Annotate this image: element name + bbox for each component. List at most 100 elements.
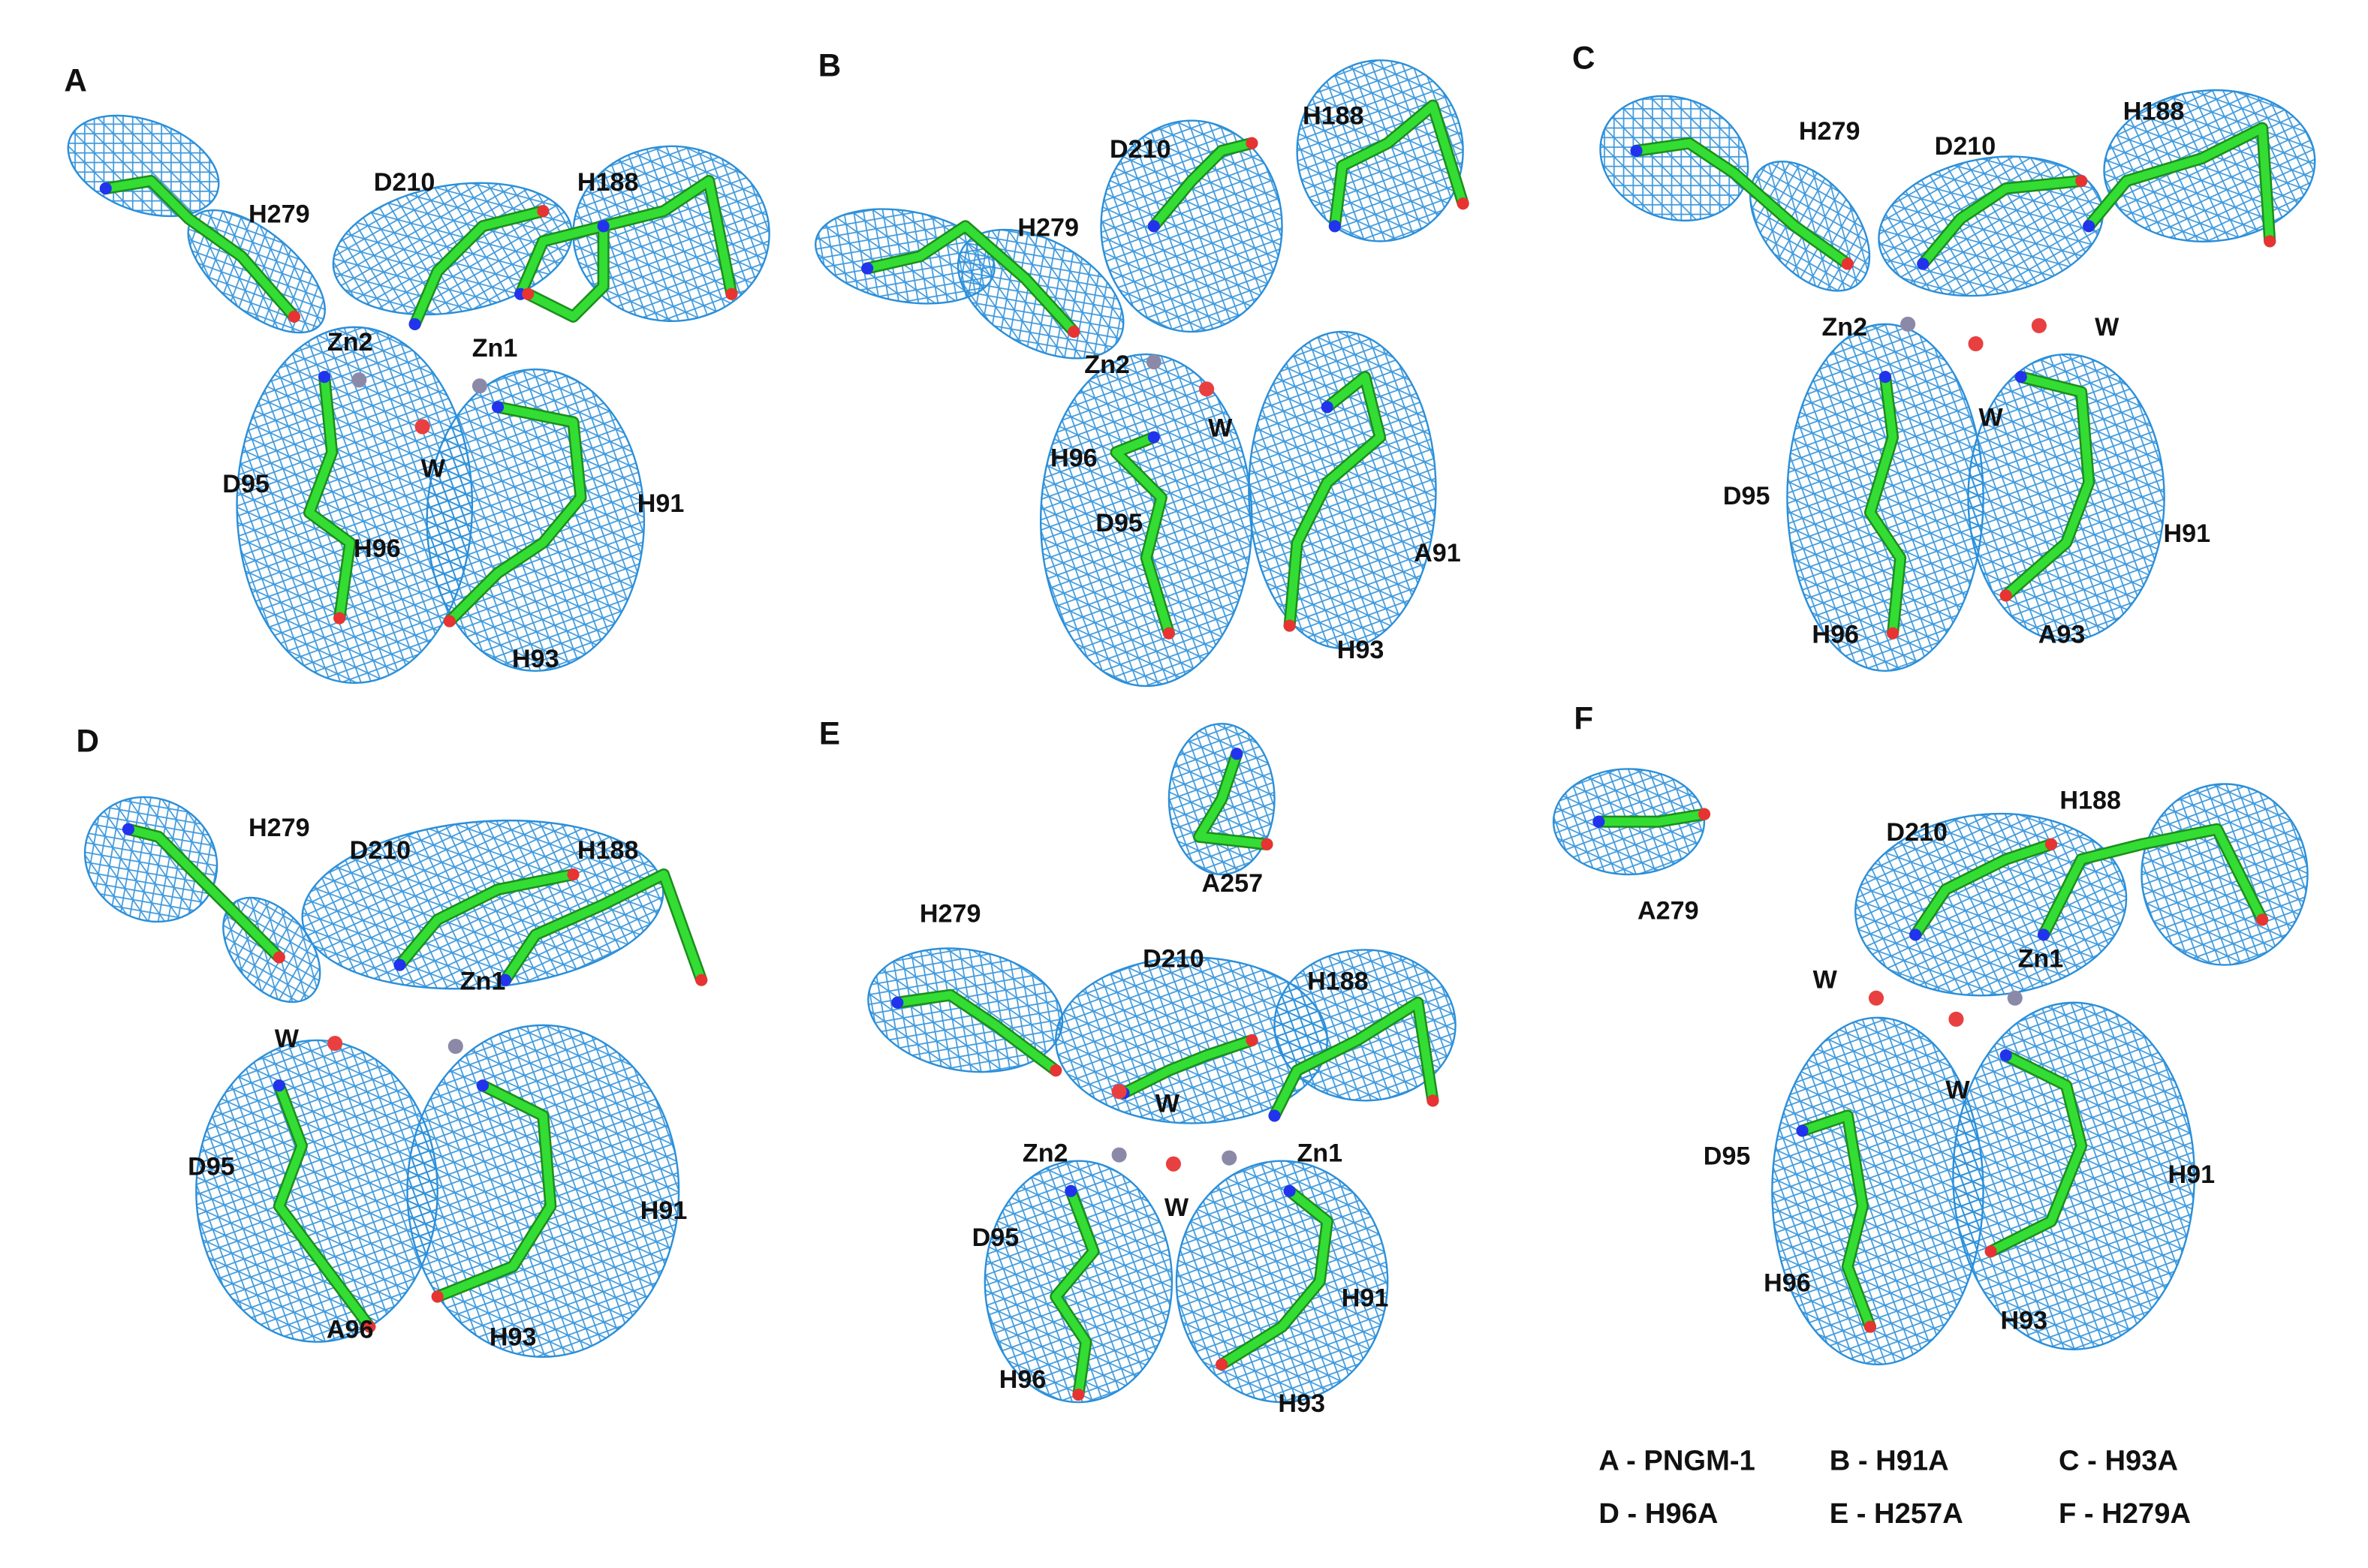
residue-label: A96 [327,1316,374,1344]
residue-label: D95 [1095,509,1143,537]
density-mesh [1039,353,1253,688]
density-mesh [984,1160,1173,1404]
stick [395,870,578,970]
residue-label: H96 [999,1365,1047,1394]
residue-label: H96 [1050,444,1098,473]
oxygen [1072,1388,1085,1401]
oxygen [695,974,708,986]
panel-letter: F [1574,700,1593,736]
stick [1270,998,1437,1120]
residue-label: A91 [1414,539,1461,567]
density-mesh [195,1039,438,1343]
oxygen [288,310,300,323]
oxygen [1162,627,1175,640]
labels: A H279 D210 H188 Zn2 Zn1 W D95 H96 H91 H93 B H188 D21… [64,40,2215,1529]
water [1948,1011,1964,1027]
stick [1112,432,1173,638]
stick [1149,139,1256,230]
stick [1217,1187,1332,1369]
zinc-ion [471,378,488,394]
nitrogen [1283,1184,1296,1197]
nitrogen [393,959,406,971]
stick [445,402,586,626]
oxygen [1698,808,1711,820]
residue-label: Zn1 [472,334,518,363]
residue-label: D95 [222,470,270,498]
residue-label: A257 [1201,869,1263,898]
residue-label: H96 [354,534,401,563]
residue-label: Zn1 [2018,945,2064,974]
legend-entry: F - H279A [2059,1497,2191,1530]
nitrogen [2037,928,2050,941]
nitrogen [1268,1109,1281,1122]
stick [1285,372,1384,631]
residue-label: H96 [1764,1269,1811,1297]
residue-label: W [1208,414,1233,442]
water [327,1035,343,1052]
residue-label: Zn2 [1084,351,1130,379]
nitrogen [1630,144,1643,157]
density-mesh [1771,1016,1984,1366]
nitrogen [1147,220,1160,233]
legend-entry: C - H93A [2059,1444,2178,1476]
residue-label: H279 [249,200,310,228]
stick [516,221,608,321]
oxygen [567,868,580,881]
nitrogen [492,401,505,414]
oxygen [363,1320,376,1333]
density-mesh [406,1024,680,1358]
nitrogen [318,371,331,384]
stick [1632,139,1852,269]
oxygen [725,287,738,300]
residue-label: H93 [1337,636,1384,664]
density-mesh [1854,812,2128,997]
residue-label: D210 [1935,132,1996,161]
nitrogen [273,1079,285,1092]
water [1111,1084,1127,1100]
residue-label: D95 [1723,482,1770,510]
residue-label: W [1155,1089,1180,1118]
residue-label: D95 [972,1223,1020,1252]
residue-label: H91 [1342,1284,1389,1312]
stick [1051,1187,1098,1399]
nitrogen [1796,1124,1809,1137]
residue-label: W [1979,403,2004,432]
density-mesh [1100,119,1283,333]
water [1968,336,1984,352]
nitrogen [861,262,874,275]
stick [305,372,354,623]
oxygen [1841,257,1854,270]
legend-entry: B - H91A [1830,1444,1949,1476]
nitrogen [99,182,112,195]
residue-label: H93 [1278,1389,1325,1418]
residue-label: D210 [1886,818,1948,847]
residue-label: Zn1 [460,968,506,996]
water [414,419,430,435]
nitrogen [1147,431,1160,444]
residue-label: W [2095,313,2119,342]
stick [863,221,1078,336]
nitrogen [1592,815,1605,828]
oxygen [1457,197,1469,210]
residue-label: Zn2 [1023,1139,1068,1168]
density-mesh [1175,1160,1389,1404]
stick [411,206,547,329]
residue-label: W [421,455,446,483]
legend-entry: A - PNGM-1 [1598,1444,1755,1476]
stick [1911,840,2056,939]
nitrogen [122,823,134,835]
legend-entry: E - H257A [1830,1497,1963,1530]
residue-label: H279 [1017,213,1079,242]
nitrogen [891,996,904,1009]
zinc-ion [351,372,367,388]
panel-letter: C [1572,40,1595,75]
stick [1798,1111,1875,1332]
residue-label: H96 [1812,621,1859,649]
density-mesh [1967,353,2165,642]
residue-label: D210 [374,168,435,197]
stick [2002,372,2093,600]
oxygen [2256,913,2269,926]
oxygen [1246,137,1258,149]
